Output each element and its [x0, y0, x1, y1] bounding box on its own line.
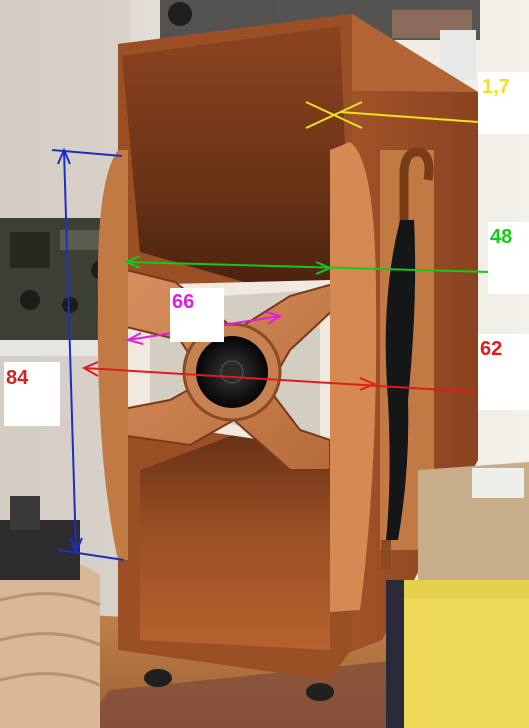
umbrella	[385, 220, 416, 540]
measure-line-depth	[83, 367, 479, 393]
records-front	[404, 598, 529, 728]
measure-arrow-throat-left	[125, 332, 144, 345]
measure-cross-2	[305, 101, 363, 129]
driver-cap	[220, 360, 244, 384]
right-flare	[330, 142, 377, 612]
umbrella-handle	[399, 147, 434, 220]
label-throat: 66	[172, 291, 195, 313]
measure-line-height	[63, 149, 77, 553]
measure-arrow-height-bottom	[69, 537, 83, 555]
measure-height-bottom	[57, 549, 125, 561]
radio-panel	[10, 232, 50, 268]
label-top-thickness: 1,7	[482, 76, 510, 98]
measure-line-width	[125, 261, 491, 273]
label-box-depth	[478, 334, 529, 410]
lower-horn	[140, 410, 330, 650]
measure-arrow-width-right	[315, 261, 333, 275]
turntable-stand-rings	[0, 592, 101, 687]
upper-horn	[122, 26, 346, 290]
shelf-under-radio	[0, 340, 122, 356]
label-height: 84	[6, 367, 29, 389]
radio-meter	[60, 230, 110, 250]
measure-arrow-width-left	[123, 255, 141, 269]
left-flare	[97, 150, 128, 560]
carton-label	[472, 468, 524, 498]
label-box-height	[4, 362, 60, 426]
records-strip	[386, 580, 404, 728]
label-box-throat	[170, 288, 224, 342]
label-depth: 62	[480, 338, 503, 360]
cabinet-foot-left	[144, 669, 172, 687]
label-width: 48	[490, 226, 513, 248]
radio-knob-2	[62, 297, 78, 313]
turntable-arm	[10, 496, 40, 530]
umbrella-tip	[381, 540, 391, 570]
measure-arrow-throat-right	[265, 311, 283, 325]
rug	[80, 660, 440, 728]
label-box-top-thickness	[478, 72, 529, 134]
radio-knob-1	[20, 290, 40, 310]
measure-line-top-thickness	[339, 111, 479, 123]
measure-arrow-height-top	[57, 147, 71, 165]
measure-arrow-depth-left	[81, 361, 99, 377]
measure-arrow-depth-right	[359, 377, 377, 391]
turntable-stand	[0, 558, 100, 728]
label-box-width	[488, 222, 529, 294]
top-object-knob	[168, 2, 192, 26]
top-box-white	[440, 30, 476, 80]
cabinet-foot-right	[306, 683, 334, 701]
